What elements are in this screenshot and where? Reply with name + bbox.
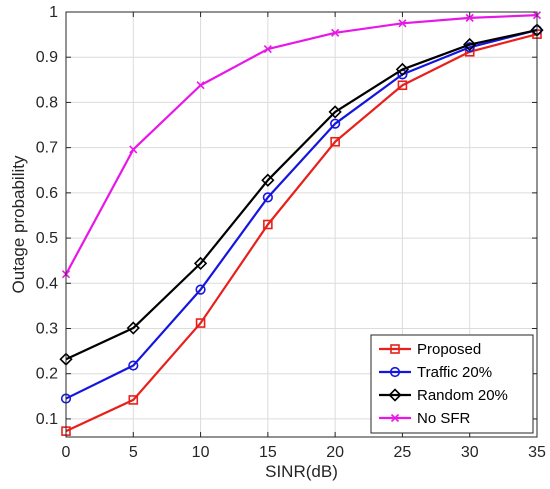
plot-frame: [65, 11, 538, 438]
data-point-marker: [463, 37, 477, 52]
x-tick-label: 25: [394, 444, 412, 461]
y-tick-label: 0.8: [36, 94, 58, 111]
data-point-marker: [195, 318, 206, 328]
series-line: [65, 29, 538, 400]
legend-label: No SFR: [417, 410, 471, 427]
marker-stroke: [398, 19, 407, 28]
data-point-marker: [126, 321, 140, 335]
y-tick-label: 0.4: [36, 275, 58, 292]
legend-label: Random 20%: [417, 387, 508, 404]
data-point-marker: [388, 388, 402, 402]
marker-stroke: [331, 28, 340, 37]
data-point-marker: [129, 145, 138, 154]
legend-label: Proposed: [417, 341, 481, 358]
marker-stroke: [390, 413, 400, 423]
data-point-marker: [397, 80, 408, 91]
y-tick-label: 0.9: [36, 49, 58, 66]
x-axis-label: SINR(dB): [265, 462, 338, 481]
y-tick-label: 0.2: [36, 366, 58, 383]
marker-stroke: [465, 13, 474, 22]
data-point-marker: [263, 219, 273, 230]
y-tick-label: 0.3: [36, 320, 58, 337]
legend-label: Traffic 20%: [417, 364, 492, 381]
data-point-marker: [128, 360, 139, 371]
data-point-marker: [261, 173, 275, 187]
marker-stroke: [263, 45, 272, 54]
data-point-marker: [395, 62, 410, 77]
series-line: [65, 14, 538, 275]
data-point-marker: [398, 19, 407, 28]
marker-stroke: [196, 81, 205, 90]
data-point-marker: [389, 366, 401, 378]
y-tick-label: 0.5: [36, 230, 58, 247]
data-point-marker: [330, 136, 340, 147]
data-point-marker: [330, 118, 341, 129]
y-tick-label: 0.7: [36, 140, 58, 157]
legend-entry: Traffic 20%: [379, 364, 492, 381]
data-point-marker: [331, 28, 340, 37]
y-tick-label: 0.6: [36, 185, 58, 202]
legend-box: [370, 334, 534, 434]
data-point-marker: [328, 105, 342, 119]
data-point-marker: [262, 192, 273, 203]
data-point-marker: [390, 413, 400, 423]
x-tick-label: 0: [62, 444, 71, 461]
data-point-marker: [465, 13, 474, 22]
data-point-marker: [263, 45, 272, 54]
data-point-marker: [128, 395, 139, 405]
tick-marks: [65, 11, 538, 437]
data-point-marker: [195, 284, 206, 295]
series-line: [65, 33, 538, 433]
legend-entry: Random 20%: [379, 387, 508, 404]
x-tick-label: 10: [192, 444, 210, 461]
x-tick-label: 15: [259, 444, 277, 461]
y-axis-label: Outage probability: [9, 155, 28, 293]
series-no-sfr: [61, 11, 542, 279]
x-tick-label: 20: [326, 444, 344, 461]
legend: Proposed Traffic 20% Random 20% No SFR: [370, 334, 534, 434]
x-tick-label: 5: [129, 444, 138, 461]
legend-entry: No SFR: [379, 410, 471, 427]
data-point-marker: [196, 81, 205, 90]
x-tick-label: 30: [461, 444, 479, 461]
x-tick-label: 35: [528, 444, 546, 461]
y-tick-label: 1: [49, 4, 58, 21]
legend-entry: Proposed: [379, 341, 481, 358]
y-tick-label: 0.1: [36, 411, 58, 428]
marker-stroke: [129, 145, 138, 154]
x-tick-labels: 0 5 10 15 20 25 30 35: [62, 444, 546, 461]
series-line: [65, 29, 538, 361]
y-tick-labels: 0.1 0.2 0.3 0.4 0.5 0.6 0.7 0.8 0.9 1: [36, 4, 58, 428]
data-point-marker: [193, 256, 208, 271]
data-point-marker: [390, 344, 400, 354]
